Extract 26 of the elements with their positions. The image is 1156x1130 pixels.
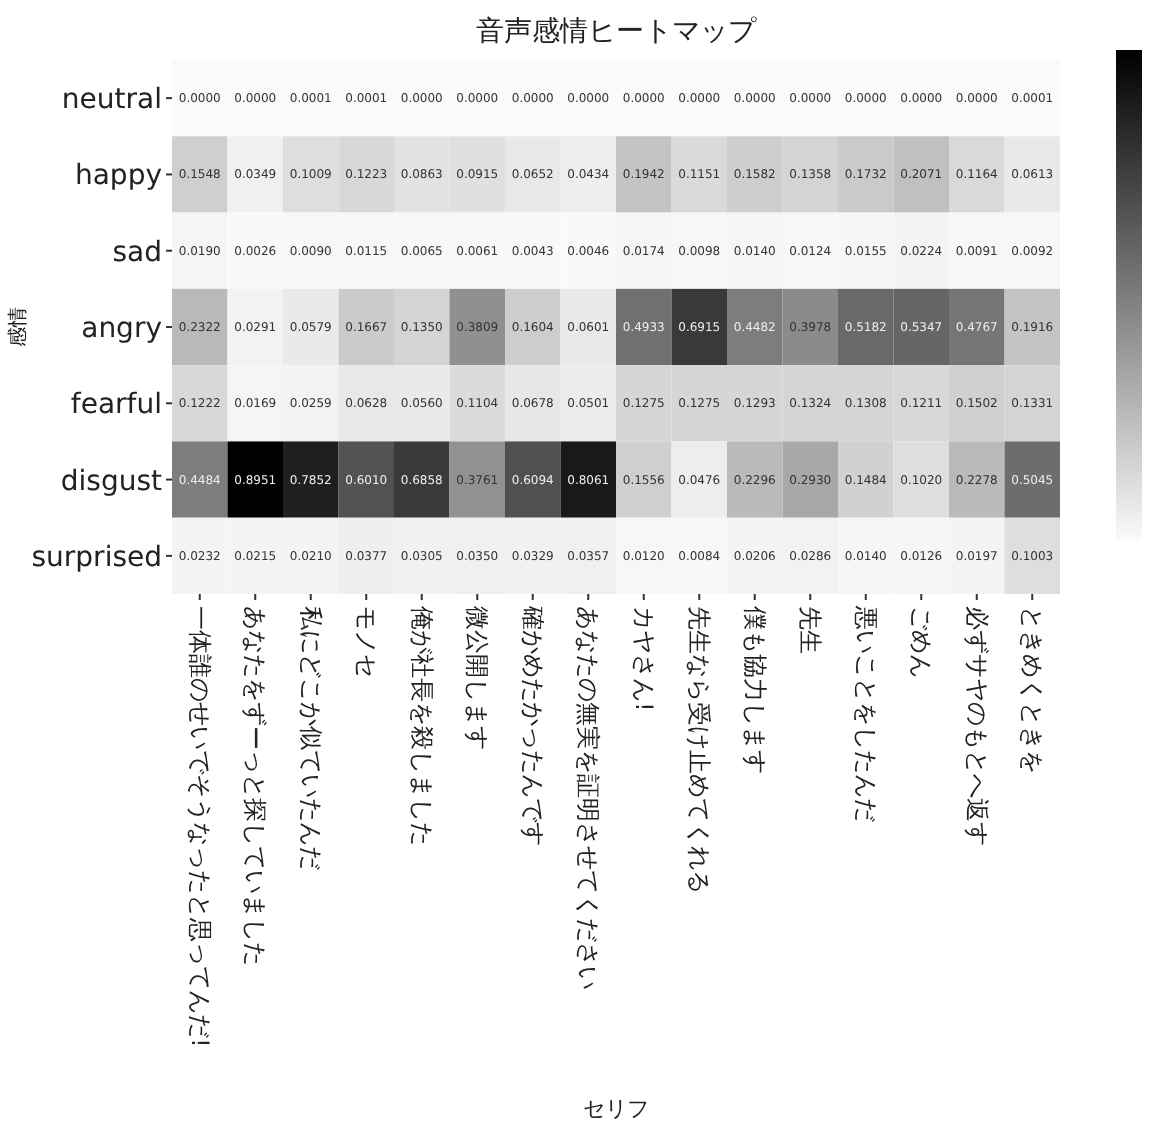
x-tick-label: 僕も協力します: [740, 606, 769, 774]
x-tick-label: 私にどこか似ていたんだ: [296, 606, 325, 870]
x-tick-label: 必ずサヤのもとへ返す: [962, 606, 991, 846]
x-tick-label: ごめん: [907, 606, 936, 678]
x-tick-label: あなたをずーっと探していました: [241, 606, 270, 966]
y-tick-label: surprised: [31, 541, 162, 574]
chart-title: 音声感情ヒートマップ: [476, 16, 758, 48]
y-axis-title: 感情: [6, 307, 30, 347]
x-axis-title: セリフ: [583, 1096, 649, 1122]
y-tick-label: disgust: [60, 465, 163, 498]
y-tick-label: neutral: [61, 84, 162, 117]
x-tick-label: 先生なら受け止めてくれる: [685, 606, 714, 894]
y-tick-label: fearful: [70, 389, 162, 422]
x-tick-label: 確かめたかったんです: [518, 604, 547, 846]
x-tick-label: 一体誰のせいでそうなったと思ってんだ!: [185, 606, 214, 1048]
x-tick-label: カヤさん!: [629, 606, 658, 712]
x-tick-label: モノセ: [352, 606, 381, 678]
x-tick-label: 微公開します: [463, 606, 492, 750]
x-tick-label: 悪いことをしたんだ: [851, 604, 880, 822]
x-tick-label: ときめくときを: [1018, 606, 1047, 774]
x-tick-label: あなたの無実を証明させてください: [574, 606, 603, 990]
y-tick-label: angry: [81, 313, 162, 345]
y-tick-label: happy: [74, 160, 162, 193]
x-tick-label: 先生: [796, 606, 825, 654]
x-tick-label: 俺が社長を殺しました: [407, 606, 436, 846]
y-tick-label: sad: [112, 236, 162, 269]
